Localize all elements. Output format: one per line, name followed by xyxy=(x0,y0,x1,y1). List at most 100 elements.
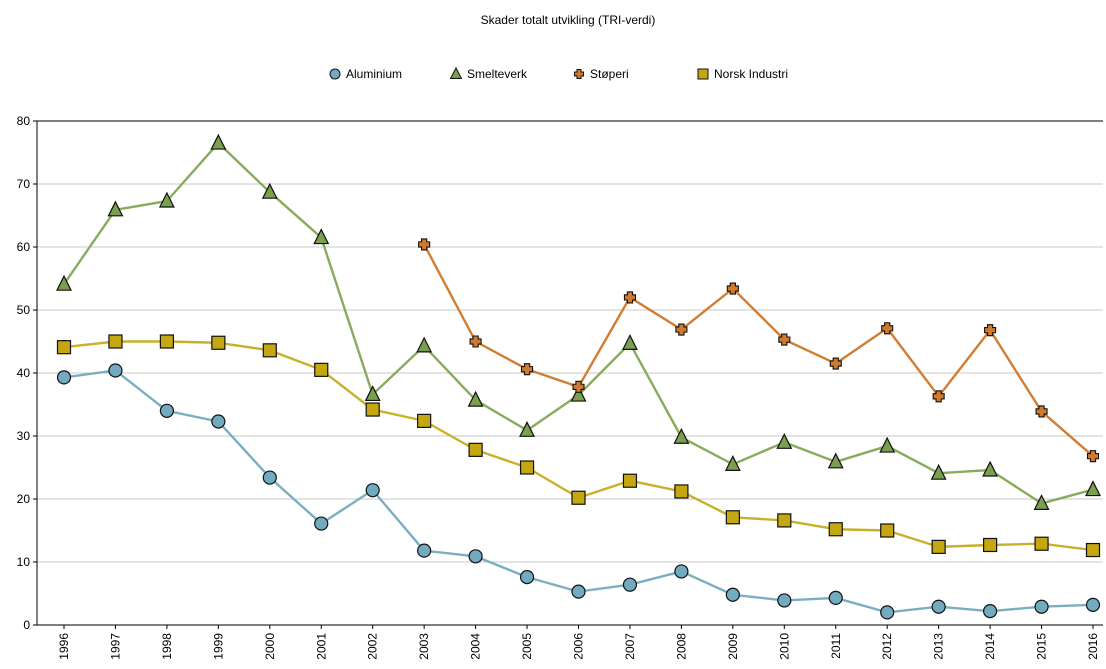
point-stperi-2007 xyxy=(623,291,637,304)
point-stperi-2015 xyxy=(1035,405,1048,418)
point-aluminium-2015 xyxy=(1034,599,1049,614)
point-aluminium-2014 xyxy=(982,604,998,619)
point-stperi-2012 xyxy=(881,322,894,335)
legend-item-stperi: Støperi xyxy=(574,67,629,81)
y-tick-label-80: 80 xyxy=(17,114,31,128)
y-tick-label-10: 10 xyxy=(17,555,31,569)
point-norsk-industri-1997 xyxy=(108,334,123,349)
x-tick-label-2013: 2013 xyxy=(932,633,946,660)
point-norsk-industri-1996 xyxy=(56,340,72,355)
point-stperi-2010 xyxy=(778,333,791,346)
point-smelteverk-2016 xyxy=(1085,480,1101,497)
point-stperi-2016 xyxy=(1086,450,1100,463)
legend-marker-aluminium xyxy=(329,68,341,80)
legend: Aluminium Smelteverk Støperi Norsk Industri xyxy=(329,66,788,81)
x-tick-label-2000: 2000 xyxy=(263,633,277,660)
point-smelteverk-2014 xyxy=(982,460,999,477)
y-tick-label-70: 70 xyxy=(17,177,31,191)
point-stperi-2011 xyxy=(829,357,842,370)
point-stperi-2004 xyxy=(469,335,482,348)
point-aluminium-2003 xyxy=(417,543,432,558)
point-smelteverk-2008 xyxy=(673,427,690,444)
x-tick-label-2011: 2011 xyxy=(829,633,843,659)
x-tick-label-2016: 2016 xyxy=(1086,633,1100,660)
point-smelteverk-2012 xyxy=(879,436,896,453)
point-aluminium-2001 xyxy=(314,516,329,531)
series-layer xyxy=(56,133,1101,620)
point-stperi-2005 xyxy=(520,363,534,376)
y-tick-label-0: 0 xyxy=(23,618,30,632)
x-tick-label-2001: 2001 xyxy=(314,633,328,660)
legend-item-norsk-industri: Norsk Industri xyxy=(697,67,788,81)
point-smelteverk-2011 xyxy=(827,452,844,469)
point-aluminium-2011 xyxy=(828,590,843,606)
y-tick-label-20: 20 xyxy=(17,492,31,506)
x-tick-label-2009: 2009 xyxy=(726,633,740,660)
axes: 0 10 20 30 40 50 60 70 80 1996 1997 1998 1999 2000 200… xyxy=(17,114,1103,660)
point-norsk-industri-2010 xyxy=(777,513,792,528)
series-line-stperi xyxy=(423,243,1094,458)
point-norsk-industri-2000 xyxy=(262,343,277,358)
point-aluminium-2006 xyxy=(571,584,586,599)
point-aluminium-2007 xyxy=(622,577,638,592)
legend-label-norsk-industri: Norsk Industri xyxy=(714,67,788,81)
point-smelteverk-1998 xyxy=(158,191,175,208)
point-norsk-industri-2001 xyxy=(314,362,329,377)
legend-marker-smelteverk xyxy=(449,66,463,79)
point-norsk-industri-2008 xyxy=(674,484,689,499)
point-norsk-industri-1999 xyxy=(211,335,226,350)
point-aluminium-2005 xyxy=(519,570,535,585)
point-aluminium-2010 xyxy=(777,593,792,608)
point-smelteverk-2007 xyxy=(621,334,638,350)
point-norsk-industri-2006 xyxy=(571,490,586,505)
point-norsk-industri-2003 xyxy=(417,413,432,428)
point-aluminium-2016 xyxy=(1085,597,1101,612)
point-smelteverk-2015 xyxy=(1033,494,1050,511)
point-norsk-industri-2002 xyxy=(365,402,380,417)
point-aluminium-2013 xyxy=(931,599,946,614)
point-aluminium-2002 xyxy=(365,483,380,498)
point-smelteverk-2009 xyxy=(724,455,741,471)
point-smelteverk-2004 xyxy=(467,390,484,407)
y-tick-label-30: 30 xyxy=(17,429,31,443)
point-norsk-industri-2013 xyxy=(931,539,946,554)
point-stperi-2006 xyxy=(572,380,585,393)
point-stperi-2009 xyxy=(726,282,739,295)
point-norsk-industri-2014 xyxy=(982,537,998,553)
chart-title: Skader totalt utvikling (TRI-verdi) xyxy=(481,13,656,27)
x-tick-label-2014: 2014 xyxy=(983,633,997,660)
point-aluminium-1998 xyxy=(159,403,174,418)
legend-label-smelteverk: Smelteverk xyxy=(467,67,528,81)
point-smelteverk-2003 xyxy=(416,336,433,353)
series-aluminium xyxy=(56,363,1101,620)
point-norsk-industri-2007 xyxy=(622,473,638,488)
legend-marker-stperi xyxy=(574,69,584,79)
point-norsk-industri-2016 xyxy=(1085,542,1101,558)
x-tick-label-2008: 2008 xyxy=(674,633,688,660)
point-smelteverk-2006 xyxy=(570,385,587,402)
point-smelteverk-1997 xyxy=(107,200,124,217)
series-smelteverk xyxy=(56,133,1101,511)
x-tick-label-1996: 1996 xyxy=(57,633,71,660)
y-tick-label-50: 50 xyxy=(17,303,31,317)
point-aluminium-2004 xyxy=(468,549,483,564)
point-norsk-industri-2005 xyxy=(519,460,535,475)
point-stperi-2014 xyxy=(984,324,997,337)
gridlines xyxy=(37,120,1103,563)
x-tick-label-2006: 2006 xyxy=(572,633,586,660)
point-norsk-industri-2012 xyxy=(880,523,895,538)
point-aluminium-1996 xyxy=(56,370,72,385)
point-stperi-2003 xyxy=(418,238,431,251)
x-tick-label-1998: 1998 xyxy=(160,633,174,660)
x-tick-label-1997: 1997 xyxy=(108,633,122,660)
series-stperi xyxy=(418,238,1100,463)
x-tick-label-2005: 2005 xyxy=(520,633,534,660)
point-smelteverk-2000 xyxy=(261,182,278,199)
point-aluminium-2009 xyxy=(725,587,740,602)
point-stperi-2008 xyxy=(675,323,688,336)
point-smelteverk-1999 xyxy=(210,133,227,150)
y-tick-label-60: 60 xyxy=(17,240,31,254)
x-tick-label-2002: 2002 xyxy=(366,633,380,660)
x-tick-label-2010: 2010 xyxy=(777,633,791,660)
